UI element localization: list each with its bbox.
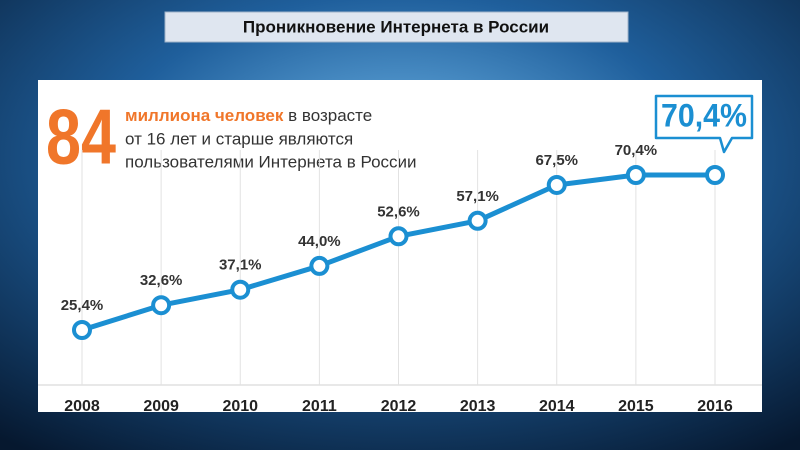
data-label: 67,5% — [535, 152, 578, 169]
headline-text: пользователями Интернета в России — [125, 152, 417, 171]
data-label: 44,0% — [298, 233, 341, 250]
x-tick-label: 2011 — [302, 398, 337, 415]
title-box — [164, 11, 629, 43]
data-point — [467, 210, 488, 231]
headline-number: 84 — [46, 93, 116, 181]
data-label: 70,4% — [615, 142, 658, 159]
data-label: 57,1% — [456, 188, 499, 205]
data-label: 52,6% — [377, 203, 420, 220]
data-point — [625, 165, 646, 185]
data-point — [546, 174, 567, 195]
data-point — [151, 295, 172, 316]
data-point — [309, 255, 330, 276]
data-point — [72, 320, 92, 340]
callout — [654, 94, 754, 154]
data-label: 25,4% — [61, 297, 104, 314]
callout-label: 70,4% — [661, 97, 747, 133]
plot: 2008 2009 2010 2011 2012 2013 2014 2015 2016 25,4… — [61, 94, 754, 415]
data-label: 37,1% — [219, 257, 262, 274]
x-tick-label: 2010 — [222, 398, 258, 415]
data-point — [230, 279, 251, 300]
x-tick-label: 2008 — [64, 398, 100, 415]
headline-text: в возрасте — [288, 106, 372, 125]
x-tick-label: 2015 — [618, 398, 654, 415]
x-tick-label: 2013 — [460, 398, 496, 415]
headline-highlight: миллиона человек — [125, 106, 284, 125]
headline-line: миллиона человек в возрасте — [125, 106, 372, 125]
x-tick-label: 2012 — [381, 398, 417, 415]
data-point — [388, 226, 409, 247]
headline-text: от 16 лет и старше являются — [125, 129, 353, 148]
data-label: 32,6% — [140, 272, 183, 289]
x-tick-label: 2016 — [697, 398, 733, 415]
data-point — [705, 165, 725, 185]
x-tick-label: 2014 — [539, 398, 575, 415]
chart-title: Проникновение Интернета в России — [243, 17, 549, 36]
x-tick-label: 2009 — [143, 398, 179, 415]
